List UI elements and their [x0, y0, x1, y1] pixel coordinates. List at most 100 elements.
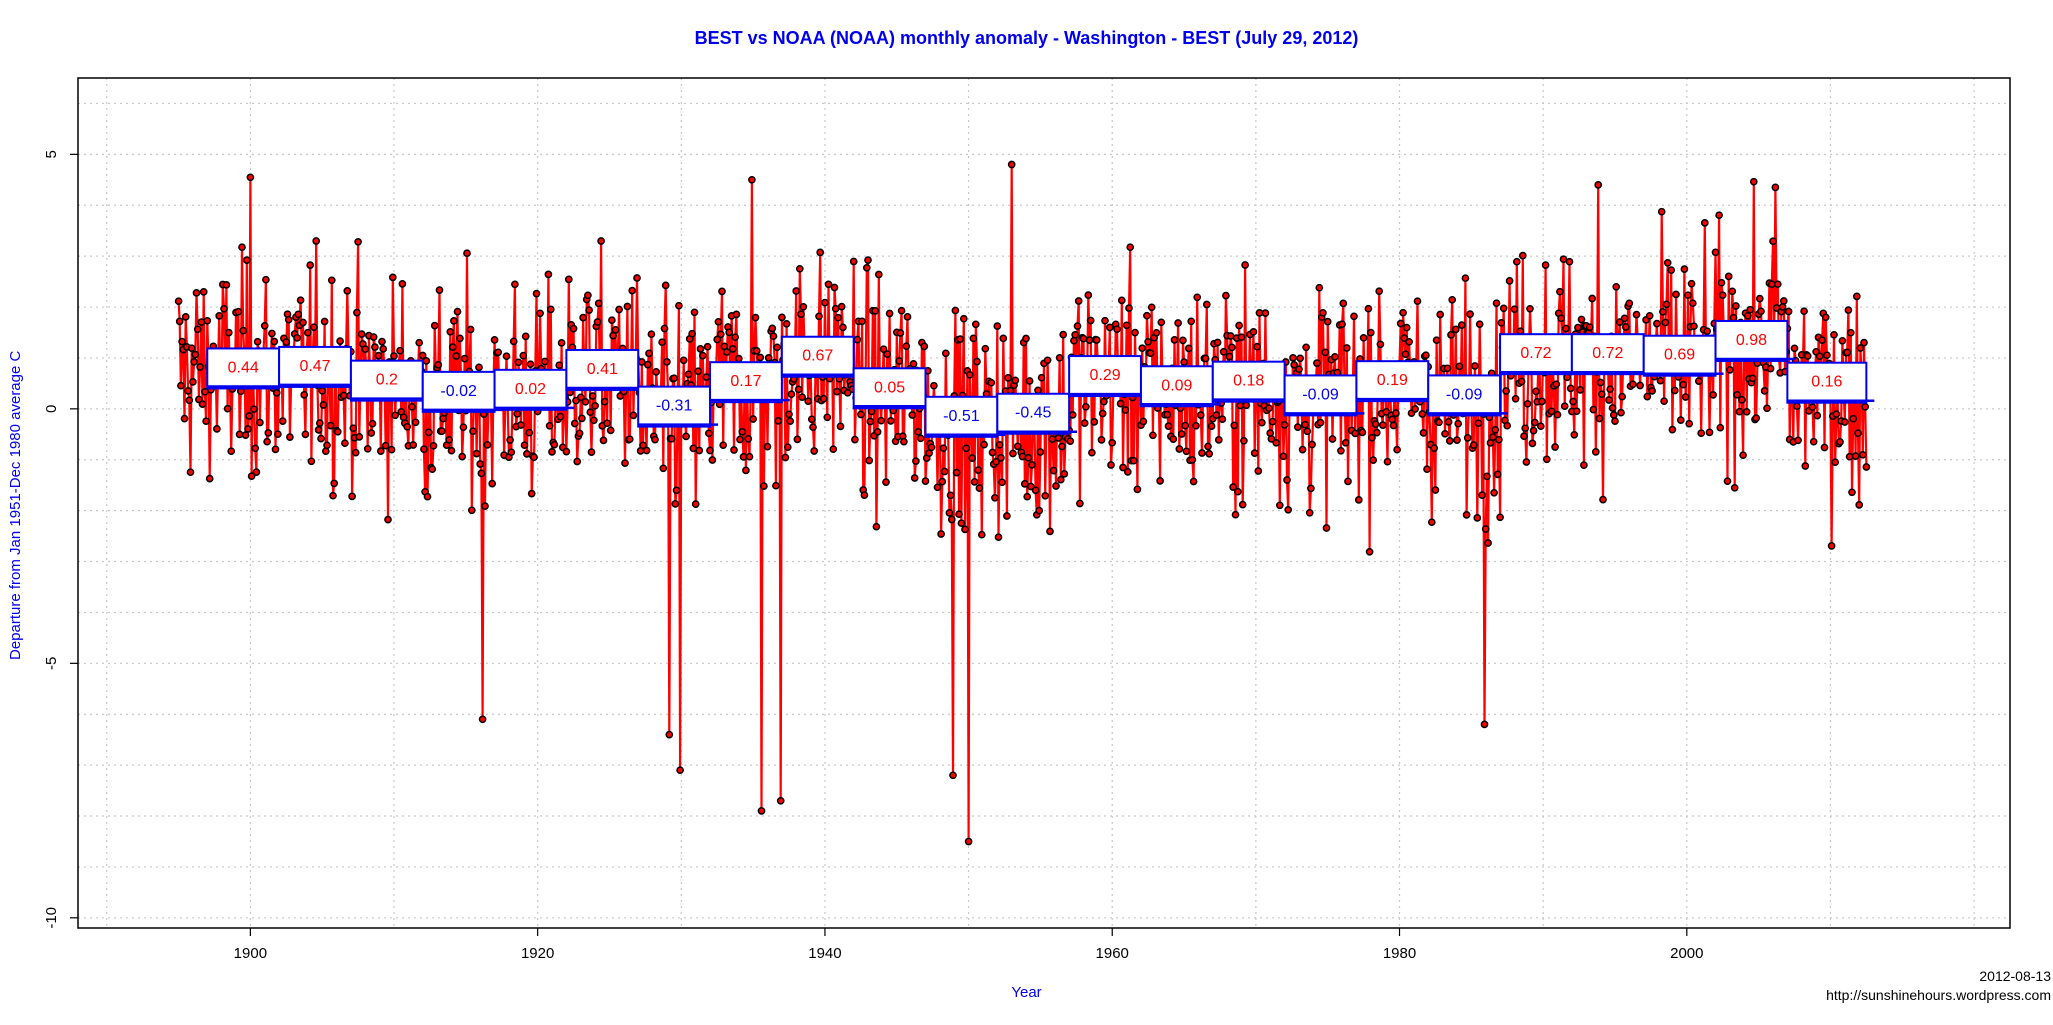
data-point	[587, 448, 596, 456]
data-point	[1569, 397, 1577, 406]
data-point	[773, 343, 781, 352]
data-point	[540, 357, 549, 366]
data-point	[1031, 486, 1040, 495]
data-point	[1354, 496, 1363, 504]
data-point	[1198, 449, 1206, 457]
data-point	[517, 421, 525, 429]
series-line	[177, 164, 1868, 842]
data-point	[930, 381, 938, 390]
data-point	[1219, 347, 1228, 356]
mean-label: 0.98	[1714, 319, 1796, 362]
data-point	[391, 411, 400, 420]
data-point	[1071, 330, 1079, 339]
data-point	[303, 328, 312, 337]
data-point	[1315, 283, 1324, 292]
data-point	[1529, 426, 1538, 435]
data-point	[246, 173, 255, 182]
data-point	[952, 468, 961, 477]
data-point	[1463, 434, 1472, 442]
data-point	[1502, 387, 1510, 395]
data-point	[494, 348, 503, 357]
mean-label: 0.16	[1786, 361, 1875, 404]
data-point	[187, 344, 196, 353]
axes: 1900 1920 1940 1960 1980 2000 -10 -5 0 5	[43, 150, 1703, 962]
data-point	[190, 358, 198, 366]
data-point	[1448, 295, 1457, 304]
data-point	[1511, 394, 1520, 403]
x-tick-label: 1920	[521, 945, 554, 962]
data-point	[519, 351, 528, 360]
data-point	[764, 354, 773, 362]
data-point	[467, 506, 476, 515]
data-point	[1080, 419, 1089, 427]
data-point	[326, 421, 335, 430]
data-point	[1189, 477, 1198, 486]
data-point	[296, 296, 305, 305]
data-point	[1238, 500, 1247, 509]
data-point	[1228, 343, 1236, 352]
data-point	[1832, 410, 1841, 418]
mean-label: -0.09	[1427, 374, 1509, 417]
data-point	[1059, 330, 1068, 339]
data-point	[1656, 376, 1665, 385]
data-point	[772, 481, 780, 490]
data-point	[1609, 411, 1618, 419]
data-point	[600, 397, 609, 406]
data-point	[1473, 514, 1482, 522]
data-point	[1230, 421, 1239, 430]
data-point	[667, 434, 676, 443]
data-point	[1858, 450, 1867, 459]
x-tick-label: 1900	[234, 945, 267, 962]
data-point	[284, 315, 293, 324]
data-point	[807, 415, 816, 424]
mean-value-label: -0.09	[1302, 386, 1339, 403]
data-point	[1122, 321, 1131, 330]
data-point	[1717, 278, 1726, 287]
data-point	[1484, 539, 1492, 547]
data-point	[1184, 344, 1193, 353]
data-point	[795, 264, 804, 273]
mean-label: 0.29	[1068, 355, 1149, 398]
data-point	[951, 306, 960, 315]
data-point	[556, 412, 565, 421]
data-point	[1307, 484, 1315, 493]
data-point	[718, 287, 726, 296]
mean-label: 0.05	[852, 367, 934, 410]
data-point	[1536, 422, 1545, 431]
plot-frame	[77, 77, 2011, 929]
data-point	[1284, 505, 1293, 514]
data-point	[1147, 303, 1156, 312]
data-point	[199, 288, 208, 296]
data-point	[1512, 257, 1521, 266]
data-point	[1844, 306, 1853, 314]
data-point	[1670, 386, 1679, 395]
data-point	[239, 326, 248, 335]
data-point	[1742, 407, 1751, 416]
data-point	[1213, 338, 1222, 347]
data-point	[1532, 387, 1540, 396]
data-point	[477, 469, 486, 478]
data-point	[203, 316, 212, 325]
data-point	[1125, 304, 1133, 312]
data-point	[1265, 404, 1273, 413]
data-point	[564, 275, 573, 284]
data-point	[1668, 425, 1677, 434]
data-point	[1049, 466, 1058, 475]
data-point	[1351, 429, 1360, 438]
data-point	[798, 393, 807, 402]
data-point	[1636, 381, 1644, 390]
data-point	[1790, 344, 1799, 353]
data-point	[390, 352, 398, 360]
data-point	[371, 343, 379, 351]
data-point	[588, 392, 597, 400]
data-point	[748, 175, 756, 184]
data-point	[1589, 405, 1598, 414]
data-point	[809, 423, 817, 432]
data-point	[1462, 511, 1471, 519]
data-point	[1293, 423, 1302, 431]
data-point	[1187, 317, 1196, 326]
mean-box	[709, 361, 783, 404]
data-point	[1493, 470, 1502, 479]
data-point	[1620, 314, 1629, 323]
